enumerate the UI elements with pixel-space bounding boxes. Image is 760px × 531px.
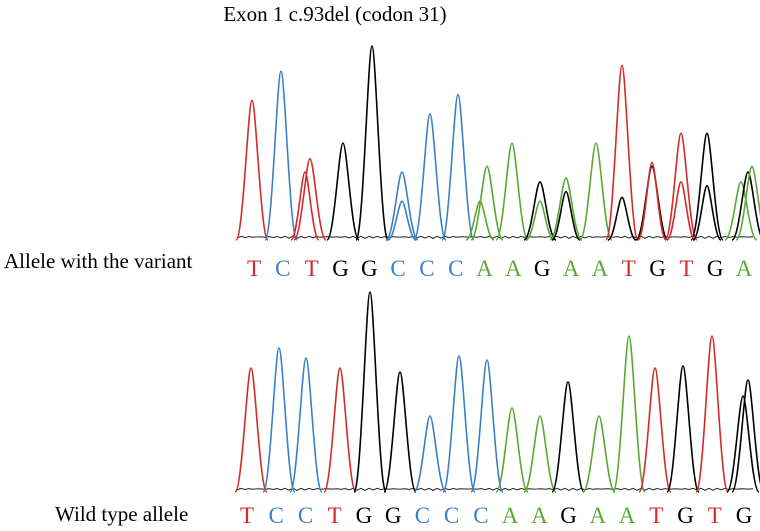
wildtype-trace-group — [234, 291, 760, 493]
wildtype-peak-16 — [695, 335, 729, 493]
variant-secondary-peak-5 — [607, 196, 637, 241]
variant-peak-14 — [635, 165, 669, 241]
variant-peak-7 — [441, 93, 475, 241]
wildtype-peak-6 — [413, 415, 447, 493]
wildtype-base-2: C — [298, 503, 313, 528]
wildtype-peak-5 — [383, 371, 417, 493]
variant-secondary-peak-7 — [666, 180, 696, 241]
variant-peak-1 — [264, 70, 298, 241]
variant-base-12: A — [592, 256, 609, 281]
variant-peak-16 — [690, 132, 724, 241]
variant-peak-9 — [495, 142, 529, 241]
wildtype-base-9: A — [502, 503, 519, 528]
wildtype-allele-label: Wild type allele — [55, 502, 189, 526]
variant-base-14: G — [649, 256, 666, 281]
variant-base-7: C — [448, 256, 463, 281]
variant-base-11: A — [563, 256, 580, 281]
variant-base-15: T — [679, 256, 693, 281]
wildtype-base-5: G — [385, 503, 402, 528]
wildtype-peak-12 — [582, 415, 616, 493]
variant-base-4: G — [361, 256, 378, 281]
wildtype-peak-0 — [234, 367, 268, 493]
variant-base-5: C — [390, 256, 405, 281]
variant-peak-17 — [724, 180, 758, 241]
wildtype-peak-9 — [495, 407, 529, 493]
variant-base-16: G — [707, 256, 724, 281]
variant-peak-13 — [605, 64, 639, 241]
variant-secondary-peak-4 — [551, 190, 581, 241]
variant-base-2: T — [305, 256, 319, 281]
wildtype-base-13: A — [619, 503, 636, 528]
wildtype-base-16: T — [708, 503, 722, 528]
variant-base-9: A — [505, 256, 522, 281]
variant-peak-8 — [470, 165, 504, 241]
variant-baseline — [236, 235, 754, 240]
variant-peak-4 — [355, 45, 389, 241]
wildtype-peak-3 — [323, 367, 357, 493]
wildtype-baseline — [236, 487, 754, 492]
variant-peak-5 — [385, 171, 419, 241]
variant-secondary-peak-8 — [692, 184, 722, 241]
wildtype-base-14: T — [649, 503, 663, 528]
wildtype-base-15: G — [677, 503, 694, 528]
wildtype-peak-4 — [353, 291, 387, 493]
variant-peak-18 — [731, 171, 760, 241]
variant-peak-2 — [293, 157, 327, 241]
variant-peak-6 — [413, 113, 447, 241]
wildtype-peak-1 — [262, 347, 296, 493]
wildtype-base-11: G — [560, 503, 577, 528]
variant-base-3: G — [332, 256, 349, 281]
wildtype-base-10: A — [531, 503, 548, 528]
variant-secondary-peak-0 — [290, 171, 320, 241]
variant-peak-15 — [664, 132, 698, 241]
variant-base-8: A — [476, 256, 493, 281]
variant-peak-10 — [523, 180, 557, 241]
wildtype-peak-14 — [638, 367, 672, 493]
variant-base-6: C — [419, 256, 434, 281]
wildtype-base-6: C — [415, 503, 430, 528]
wildtype-peak-8 — [470, 359, 504, 493]
wildtype-base-17: G — [736, 503, 753, 528]
variant-base-13: T — [622, 256, 636, 281]
variant-base-0: T — [247, 256, 261, 281]
variant-secondary-peak-3 — [525, 200, 555, 241]
wildtype-base-12: A — [589, 503, 606, 528]
wildtype-base-8: C — [473, 503, 488, 528]
figure-title: Exon 1 c.93del (codon 31) — [223, 2, 447, 26]
variant-allele-label: Allele with the variant — [4, 249, 193, 273]
wildtype-peak-10 — [523, 415, 557, 493]
wildtype-base-7: C — [444, 503, 459, 528]
wildtype-peak-18 — [731, 379, 760, 493]
wildtype-base-1: C — [269, 503, 284, 528]
variant-base-17: A — [736, 256, 753, 281]
variant-secondary-peak-6 — [637, 161, 667, 241]
wildtype-peak-2 — [289, 357, 323, 493]
variant-peak-19 — [735, 165, 760, 241]
variant-base-10: G — [534, 256, 551, 281]
variant-secondary-peak-2 — [465, 200, 495, 241]
wildtype-base-4: G — [356, 503, 373, 528]
wildtype-peak-11 — [551, 381, 585, 493]
wildtype-peak-15 — [666, 365, 700, 493]
variant-peak-0 — [235, 99, 269, 241]
wildtype-peak-17 — [726, 395, 760, 493]
wildtype-base-0: T — [240, 503, 254, 528]
variant-peak-3 — [326, 142, 360, 241]
variant-peak-11 — [549, 177, 583, 241]
variant-secondary-peak-1 — [387, 200, 417, 241]
wildtype-peak-7 — [442, 355, 476, 493]
variant-peak-12 — [579, 142, 613, 241]
wildtype-peak-13 — [612, 335, 646, 493]
variant-trace-group — [235, 45, 760, 241]
variant-base-1: C — [275, 256, 290, 281]
wildtype-base-3: T — [328, 503, 342, 528]
